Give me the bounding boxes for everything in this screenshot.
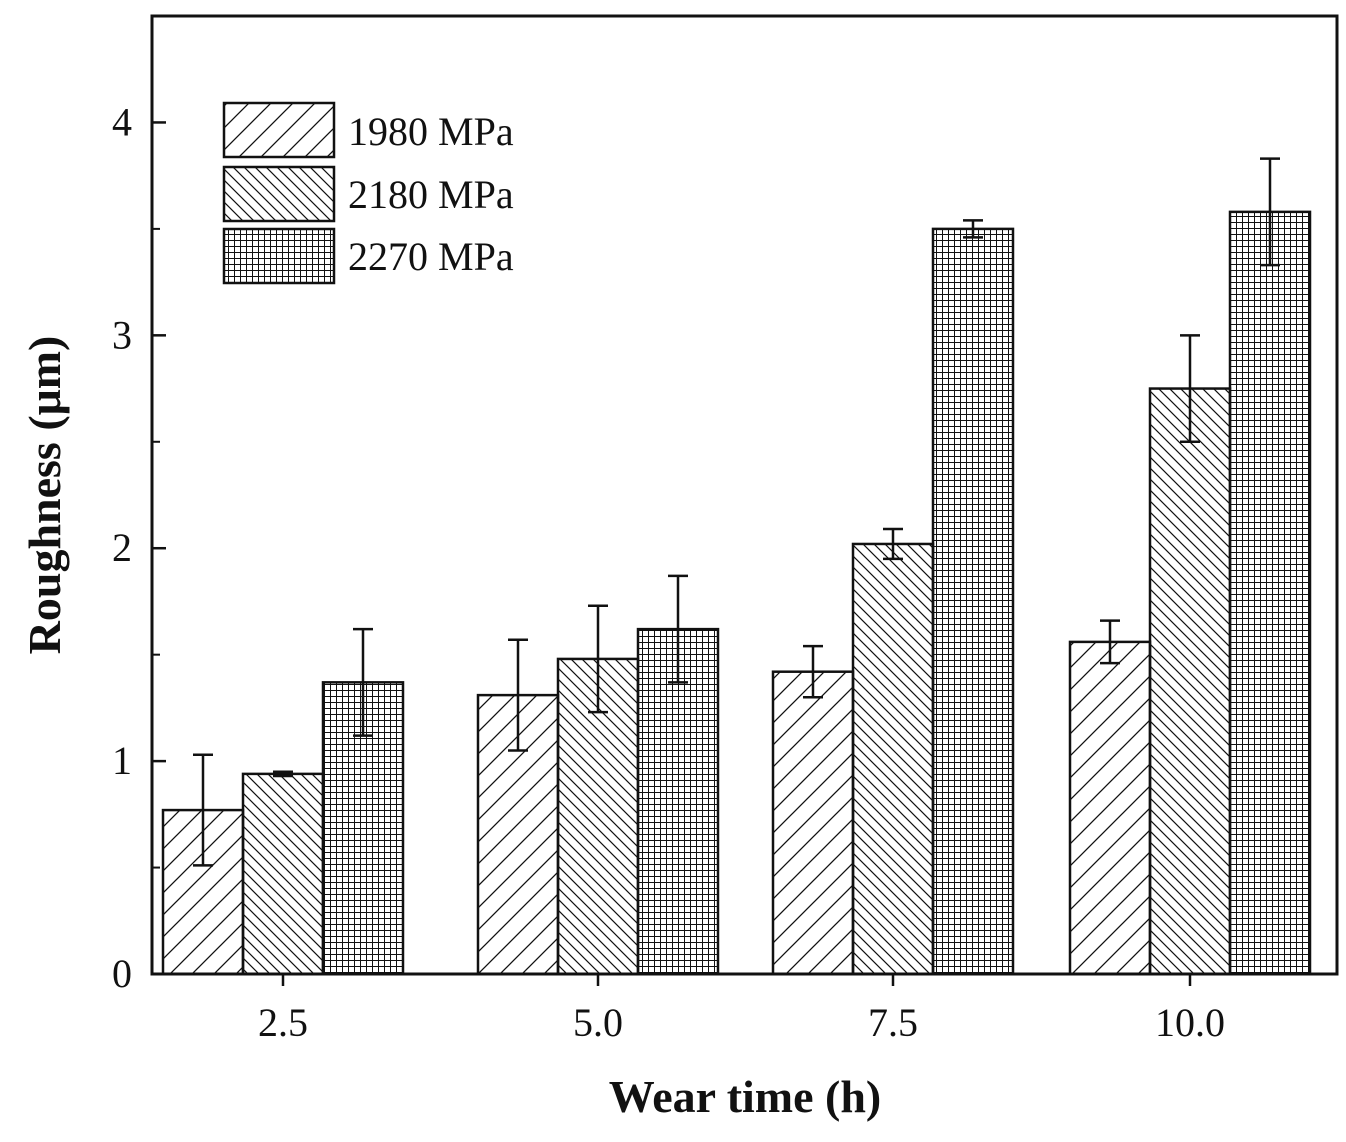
error-bar xyxy=(353,627,373,737)
error-bar xyxy=(193,753,213,867)
x-tick-label: 7.5 xyxy=(868,1000,918,1045)
bar-2270-mpa-2.5 xyxy=(321,681,405,976)
error-bar xyxy=(963,219,983,239)
y-axis-title: Roughness (μm) xyxy=(19,336,70,655)
y-tick-label: 0 xyxy=(112,951,132,996)
y-tick-label: 2 xyxy=(112,525,132,570)
error-bar xyxy=(508,638,528,752)
error-bar xyxy=(588,604,608,714)
legend: 1980 MPa 2180 MPa 2270 MPa xyxy=(222,101,514,285)
error-bar xyxy=(883,527,903,561)
error-bar xyxy=(273,770,293,778)
legend-swatch-2270 xyxy=(222,227,336,285)
y-tick-label: 4 xyxy=(112,99,132,144)
legend-label-2270: 2270 MPa xyxy=(348,234,514,279)
y-tick-label: 1 xyxy=(112,738,132,783)
plot-frame xyxy=(150,14,1339,976)
legend-swatch-1980 xyxy=(222,101,336,159)
x-axis-title: Wear time (h) xyxy=(609,1071,882,1122)
bars-group xyxy=(161,210,1312,976)
bar-2180-mpa-7.5 xyxy=(851,542,935,976)
x-tick-label: 5.0 xyxy=(573,1000,623,1045)
bar-2180-mpa-2.5 xyxy=(241,772,325,976)
bar-2270-mpa-5.0 xyxy=(636,627,720,976)
x-tick-label: 2.5 xyxy=(258,1000,308,1045)
error-bar xyxy=(1100,619,1120,665)
error-bar xyxy=(1180,334,1200,444)
error-bar xyxy=(1260,157,1280,267)
bar-1980-mpa-10.0 xyxy=(1068,640,1152,976)
error-bar xyxy=(803,644,823,699)
x-tick-label: 10.0 xyxy=(1155,1000,1225,1045)
error-bar xyxy=(668,574,688,684)
bar-2270-mpa-7.5 xyxy=(931,227,1015,976)
error-bars-group xyxy=(193,157,1280,867)
x-axis-ticks xyxy=(281,974,1192,986)
legend-label-1980: 1980 MPa xyxy=(348,109,514,154)
legend-label-2180: 2180 MPa xyxy=(348,172,514,217)
bar-1980-mpa-7.5 xyxy=(771,670,855,976)
bar-2270-mpa-10.0 xyxy=(1228,210,1312,976)
y-tick-label: 3 xyxy=(112,312,132,357)
bar-2180-mpa-10.0 xyxy=(1148,387,1232,976)
y-axis-tick-labels: 0 1 2 3 4 xyxy=(112,99,132,996)
x-axis-tick-labels: 2.5 5.0 7.5 10.0 xyxy=(258,1000,1225,1045)
legend-swatch-2180 xyxy=(222,165,336,223)
